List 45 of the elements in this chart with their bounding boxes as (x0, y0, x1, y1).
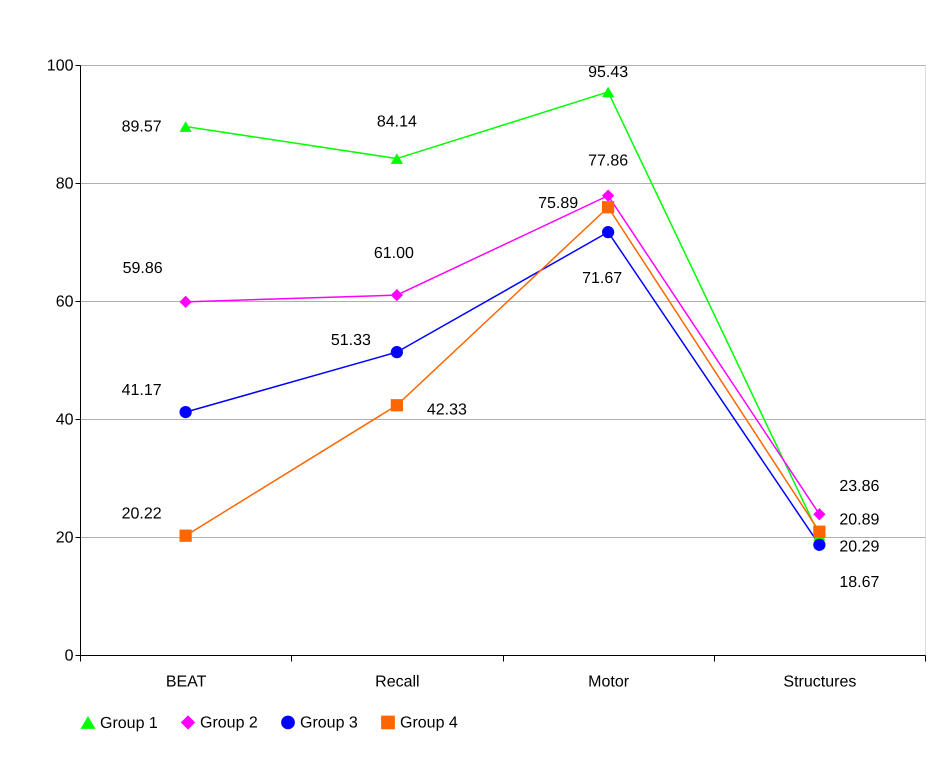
data-label: 71.67 (582, 270, 622, 288)
legend-label: Group 4 (400, 714, 458, 732)
data-label: 61.00 (374, 245, 414, 262)
data-label: 23.86 (839, 478, 880, 496)
data-label: 95.43 (588, 64, 628, 81)
point (813, 538, 826, 551)
point (602, 86, 614, 98)
point (390, 288, 403, 302)
data-label: 42.33 (426, 401, 467, 418)
y-tick-label: 20 (56, 530, 74, 546)
data-label: 18.67 (839, 574, 880, 591)
legend-label: Group 3 (300, 714, 358, 732)
point (813, 508, 826, 520)
point (602, 226, 614, 238)
y-tick-label: 0 (64, 648, 74, 664)
point (180, 296, 192, 308)
data-label: 89.57 (122, 118, 162, 136)
y-tick-label: 40 (56, 412, 74, 428)
point (180, 530, 192, 542)
y-tick-label: 80 (56, 176, 74, 192)
data-label: 51.33 (330, 332, 371, 350)
point (390, 153, 403, 164)
point (180, 406, 192, 418)
data-label: 20.22 (122, 506, 162, 523)
point (180, 121, 192, 132)
x-tick-label: Motor (588, 674, 630, 690)
data-label: 41.17 (122, 382, 162, 400)
y-tick-label: 60 (56, 294, 74, 310)
data-label: 59.86 (122, 260, 163, 277)
y-tick-label: 100 (46, 58, 74, 74)
legend-label: Group 1 (100, 714, 158, 732)
point (602, 201, 614, 214)
data-label: 77.86 (588, 152, 628, 170)
data-label: 75.89 (538, 195, 578, 212)
data-label: 84.14 (376, 114, 417, 131)
point (390, 346, 403, 358)
x-tick-label: Recall (375, 674, 420, 690)
x-tick-label: BEAT (166, 674, 207, 690)
x-tick-label: Structures (783, 674, 856, 690)
point (602, 190, 614, 202)
legend-label: Group 2 (200, 714, 258, 732)
data-label: 20.29 (839, 538, 880, 556)
point (813, 526, 826, 538)
data-label: 20.89 (839, 512, 880, 529)
point (390, 399, 403, 412)
